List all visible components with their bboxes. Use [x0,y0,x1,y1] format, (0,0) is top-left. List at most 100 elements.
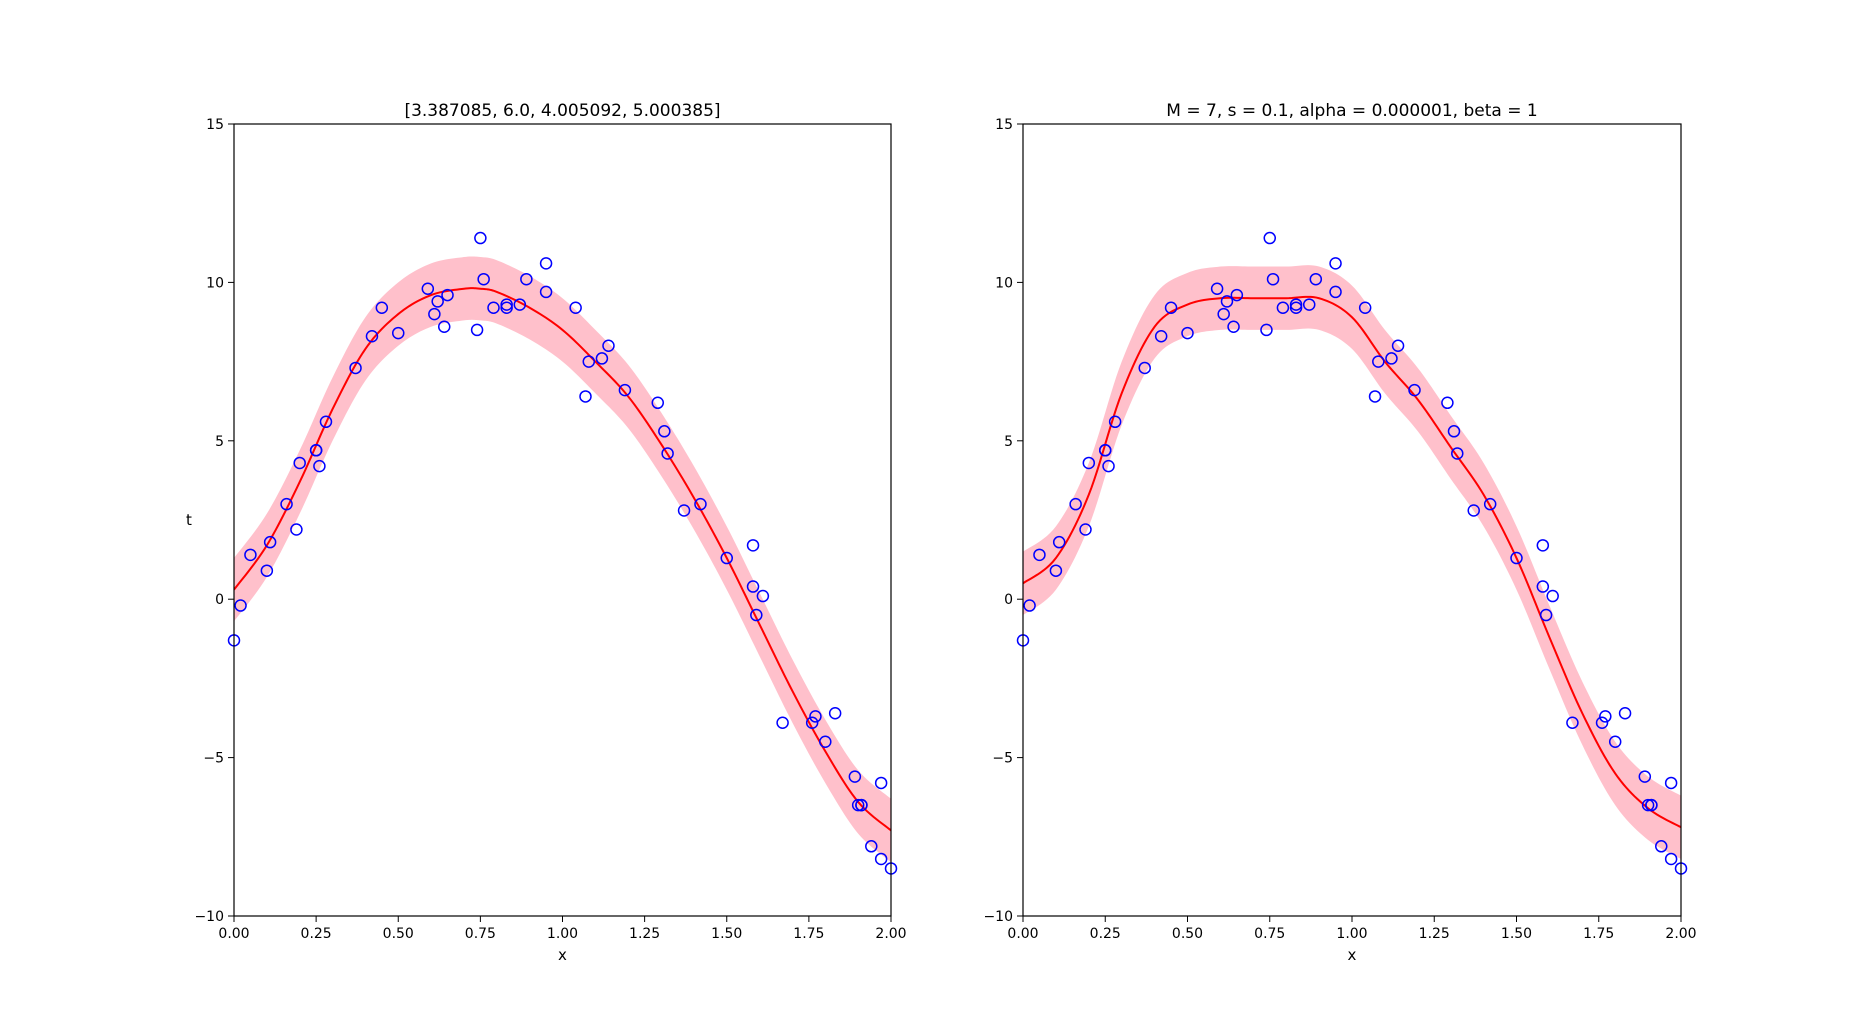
data-point [500,301,513,314]
data-point [1049,564,1063,577]
y-tick-label: 0 [215,592,224,608]
data-point [1023,599,1036,612]
data-point [349,361,362,375]
x-tick-label: 0.50 [1172,926,1203,942]
data-point [1372,355,1385,368]
data-point [1618,707,1632,720]
x-tick-label: 1.25 [1419,926,1450,942]
data-point [1220,295,1234,308]
data-point [750,608,763,622]
data-point [1266,272,1280,286]
data-point [1289,298,1303,311]
data-point [1566,716,1579,729]
x-tick-label: 0.75 [465,926,496,942]
left-plot: 0.00 0.25 0.50 0.75 1.00 1.25 1.50 1.75 2.00−10−… [186,101,907,964]
data-point [1483,497,1497,511]
y-tick-label: −10 [983,909,1013,925]
y-axis-ticks: −10 −5 0 5 10 15 [983,117,1023,925]
data-point [441,288,454,302]
data-point [694,497,707,511]
data-point [1082,456,1096,470]
observation-points [1016,231,1688,875]
data-point [865,840,878,853]
data-point [569,301,582,314]
data-point [1510,551,1523,565]
right-plot: 0.00 0.25 0.50 0.75 1.00 1.25 1.50 1.75 2.00−10−… [983,101,1696,964]
data-point [392,326,405,340]
data-point [756,589,770,603]
data-point [809,710,822,723]
x-axis-ticks: 0.00 0.25 0.50 0.75 1.00 1.25 1.50 1.75 2.00 [218,916,907,942]
data-point [874,852,888,866]
data-point [1408,383,1421,397]
data-point [651,396,665,410]
data-point [1302,298,1316,311]
data-point [474,231,487,245]
data-point [1447,425,1461,438]
data-point [309,444,323,457]
x-tick-label: 1.00 [1336,926,1367,942]
data-point [470,323,484,337]
chart-title: [3.387085, 6.0, 4.005092, 5.000385] [404,101,720,121]
y-tick-label: 10 [995,275,1013,291]
data-point [428,307,441,321]
x-axis-ticks: 0.00 0.25 0.50 0.75 1.00 1.25 1.50 1.75 2.00 [1007,916,1697,942]
data-point [1385,352,1398,365]
data-point [1138,361,1151,375]
data-point [477,272,490,286]
data-point [513,298,527,311]
x-axis-label: x [1348,946,1357,964]
data-point [746,580,760,593]
data-point [1441,396,1454,410]
y-tick-label: −5 [992,751,1013,767]
y-tick-label: 0 [1004,592,1013,608]
y-tick-label: 10 [206,275,224,291]
data-point [776,716,789,729]
y-tick-label: 15 [995,117,1013,133]
data-point [579,390,592,403]
data-point [375,301,389,314]
data-point [595,352,609,365]
data-point [539,257,553,270]
x-tick-label: 1.00 [547,926,578,942]
data-point [874,776,888,790]
data-point [1368,390,1382,403]
plot-data-area [234,256,891,863]
data-point [1608,735,1622,749]
y-axis-ticks: −10 −5 0 5 10 15 [194,117,234,925]
data-point [1536,539,1550,552]
data-point [500,298,513,311]
data-point [1309,272,1323,286]
data-point [421,282,435,295]
data-point [280,497,293,511]
y-tick-label: 5 [215,434,224,450]
data-point [1069,497,1082,511]
data-point [658,425,671,438]
y-tick-label: −10 [194,909,224,925]
data-point [1164,301,1178,314]
data-point [1638,770,1652,783]
x-tick-label: 1.50 [711,926,742,942]
data-point [819,735,832,749]
data-point [539,285,553,299]
data-point [720,551,733,565]
data-point [1451,447,1464,460]
y-tick-label: −5 [203,751,224,767]
plot-data-area [1023,265,1681,859]
data-point [855,798,868,812]
data-point [1102,459,1115,473]
data-point [1664,852,1678,866]
data-point [1655,840,1668,853]
data-point [234,599,247,612]
data-point [805,716,819,729]
data-point [1329,285,1342,299]
data-point [1546,589,1559,603]
x-tick-label: 2.00 [875,926,906,942]
data-point [1358,301,1372,314]
data-point [260,564,274,577]
data-point [1227,320,1240,333]
y-axis-label: t [186,511,192,529]
y-tick-label: 5 [1004,434,1013,450]
data-point [520,272,533,286]
data-point [1181,326,1194,340]
